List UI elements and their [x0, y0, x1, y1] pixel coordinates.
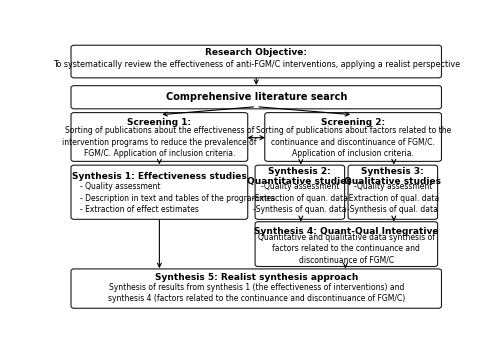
FancyBboxPatch shape: [71, 269, 442, 308]
Text: Comprehensive literature search: Comprehensive literature search: [166, 92, 347, 102]
FancyBboxPatch shape: [265, 113, 442, 161]
Text: Synthesis 4: Quant-Qual Integrative: Synthesis 4: Quant-Qual Integrative: [254, 227, 438, 236]
FancyBboxPatch shape: [255, 165, 344, 219]
Text: Synthesis 5: Realist synthesis approach: Synthesis 5: Realist synthesis approach: [154, 273, 358, 282]
Text: Screening 2:: Screening 2:: [321, 118, 385, 127]
FancyBboxPatch shape: [255, 222, 438, 266]
Text: To systematically review the effectiveness of anti-FGM/C interventions, applying: To systematically review the effectivene…: [52, 61, 460, 69]
Text: Synthesis 1: Effectiveness studies: Synthesis 1: Effectiveness studies: [72, 172, 247, 181]
Text: -Quality assessment
-Extraction of qual. data
-Synthesis of qual. data: -Quality assessment -Extraction of qual.…: [346, 182, 440, 214]
Text: Quantitative and qualitative data synthesis of
factors related to the continuanc: Quantitative and qualitative data synthe…: [258, 233, 435, 265]
Text: Synthesis 3:
Qualitative studies: Synthesis 3: Qualitative studies: [344, 167, 442, 186]
Text: Sorting of publications about the effectiveness of
intervention programs to redu: Sorting of publications about the effect…: [62, 126, 256, 158]
FancyBboxPatch shape: [348, 165, 438, 219]
Text: Screening 1:: Screening 1:: [128, 118, 192, 127]
FancyBboxPatch shape: [71, 113, 248, 161]
Text: Synthesis 2:
Quantitative studies: Synthesis 2: Quantitative studies: [248, 167, 352, 186]
Text: - Quality assessment
- Description in text and tables of the programmes
- Extrac: - Quality assessment - Description in te…: [80, 182, 275, 214]
Text: Research Objective:: Research Objective:: [206, 48, 307, 57]
Text: Sorting of publications about factors related to the
continuance and discontinua: Sorting of publications about factors re…: [256, 126, 451, 158]
Text: Synthesis of results from synthesis 1 (the effectiveness of interventions) and
s: Synthesis of results from synthesis 1 (t…: [108, 282, 405, 303]
Text: -Quality assessment
-Extraction of quan. data
-Synthesis of quan. data: -Quality assessment -Extraction of quan.…: [252, 182, 348, 214]
FancyBboxPatch shape: [71, 45, 442, 78]
FancyBboxPatch shape: [71, 86, 442, 109]
FancyBboxPatch shape: [71, 165, 248, 219]
